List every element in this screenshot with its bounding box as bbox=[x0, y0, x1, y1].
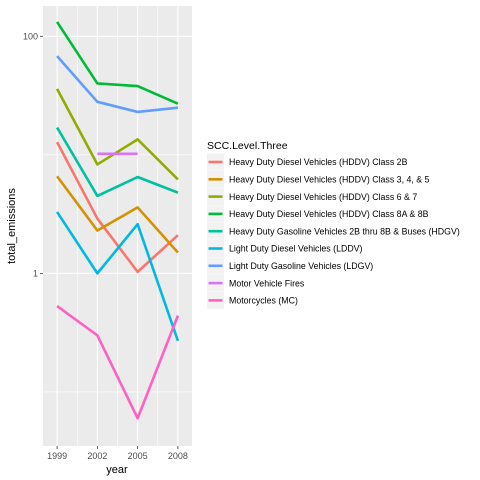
series-line-6 bbox=[56, 211, 180, 342]
legend-entry-label: Light Duty Gasoline Vehicles (LDGV) bbox=[229, 261, 373, 271]
x-tick-label: 2005 bbox=[128, 451, 148, 461]
series-line-2 bbox=[56, 175, 179, 254]
y-axis-ticks: 1 100 bbox=[23, 31, 43, 278]
series-line-4 bbox=[56, 21, 179, 105]
series-line-1 bbox=[55, 141, 179, 274]
series-line-5 bbox=[55, 126, 179, 198]
legend-entry-label: Motorcycles (MC) bbox=[229, 296, 298, 306]
x-tick-label: 2002 bbox=[87, 451, 107, 461]
series-lines bbox=[55, 21, 180, 420]
legend: SCC.Level.Three Heavy Duty Diesel Vehicl… bbox=[207, 140, 460, 309]
legend-entry-label: Motor Vehicle Fires bbox=[229, 278, 305, 288]
x-axis-ticks: 1999 2002 2005 2008 bbox=[47, 446, 188, 461]
y-tick-label: 100 bbox=[23, 31, 38, 41]
legend-entry-label: Heavy Duty Diesel Vehicles (HDDV) Class … bbox=[229, 157, 408, 167]
series-line-3 bbox=[55, 88, 179, 181]
legend-entry-label: Heavy Duty Diesel Vehicles (HDDV) Class … bbox=[229, 175, 430, 185]
legend-entry-label: Heavy Duty Diesel Vehicles (HDDV) Class … bbox=[229, 192, 417, 202]
x-axis-title: year bbox=[106, 464, 128, 476]
x-tick-label: 1999 bbox=[47, 451, 67, 461]
x-tick-label: 2008 bbox=[168, 451, 188, 461]
legend-title: SCC.Level.Three bbox=[207, 140, 288, 152]
y-tick-label: 1 bbox=[33, 268, 38, 278]
y-axis-title: total_emissions bbox=[6, 188, 18, 264]
legend-entry-label: Light Duty Diesel Vehicles (LDDV) bbox=[229, 244, 363, 254]
legend-entry-label: Heavy Duty Gasoline Vehicles 2B thru 8B … bbox=[229, 226, 460, 236]
series-line-9 bbox=[56, 305, 180, 420]
series-line-7 bbox=[56, 55, 179, 114]
legend-entry-label: Heavy Duty Diesel Vehicles (HDDV) Class … bbox=[229, 209, 429, 219]
